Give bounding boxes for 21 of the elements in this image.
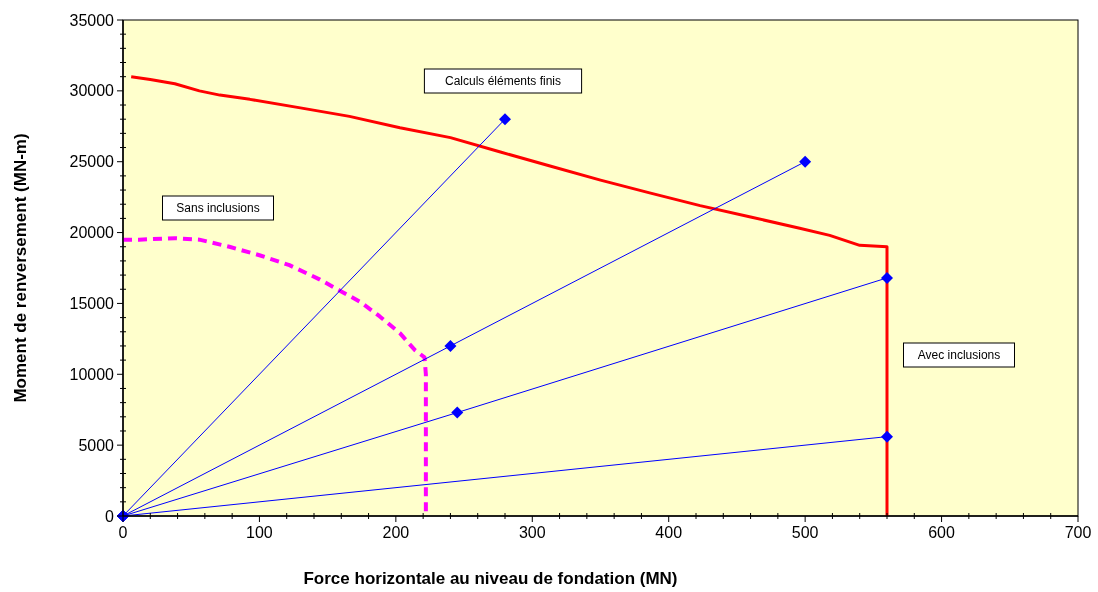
y-tick-label: 5000 xyxy=(78,436,115,454)
x-tick-label: 500 xyxy=(791,524,819,541)
x-tick-label: 300 xyxy=(518,524,546,541)
y-tick-label: 25000 xyxy=(69,153,115,171)
annotation: Calculs éléments finis xyxy=(444,74,562,89)
y-tick-label: 20000 xyxy=(69,224,115,242)
x-tick-label: 0 xyxy=(118,524,128,541)
x-axis-title: Force horizontale au niveau de fondation (MN) xyxy=(303,569,678,588)
y-axis-title: Moment de renversement (MN-m) xyxy=(11,133,30,403)
x-tick-label: 700 xyxy=(1064,524,1092,541)
x-tick-label: 100 xyxy=(246,524,273,541)
x-tick-label: 600 xyxy=(928,524,956,541)
annotation: Sans inclusions xyxy=(176,201,260,216)
y-tick-label: 35000 xyxy=(69,11,115,29)
y-tick-label: 30000 xyxy=(69,82,115,100)
y-tick-label: 15000 xyxy=(69,295,115,313)
x-tick-label: 400 xyxy=(655,524,683,541)
y-tick-label: 10000 xyxy=(69,365,115,383)
x-tick-label: 200 xyxy=(382,524,410,541)
annotation: Avec inclusions xyxy=(917,348,1001,363)
y-tick-label: 0 xyxy=(105,507,115,525)
